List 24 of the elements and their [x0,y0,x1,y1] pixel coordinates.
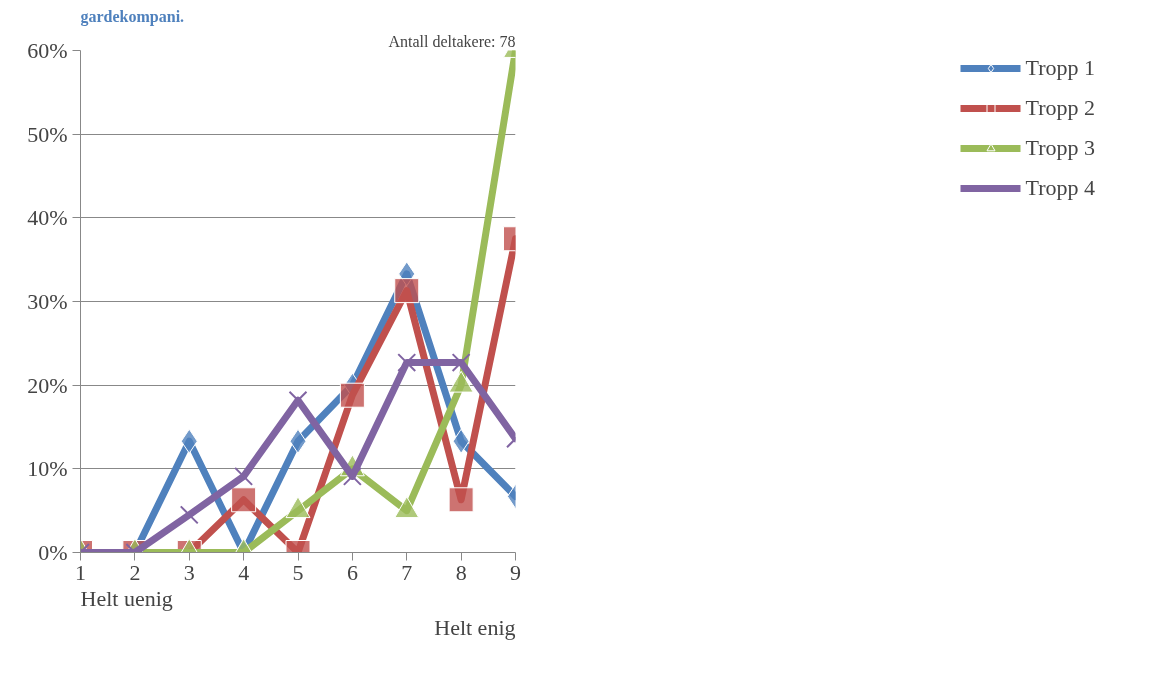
x-tick-label: 5 [292,559,304,585]
y-tick-label: 60% [27,38,68,63]
x-tick-label: 8 [455,559,467,585]
y-tick-label: 40% [27,205,68,231]
y-tick-label: 10% [27,456,68,482]
legend-label: Tropp 4 [1025,175,1095,201]
legend-label: Tropp 2 [1025,95,1095,121]
x-tick-label: 1 [75,559,86,585]
x-tick-label: 6 [346,559,358,585]
legend-label: Tropp 1 [1025,55,1095,81]
y-tick-label: 50% [27,121,68,147]
y-tick-label: 0% [38,540,68,565]
chart-title: gardekompani. [80,7,185,26]
x-tick-label: 7 [401,559,413,585]
y-tick-label: 20% [27,372,68,398]
text: Helt enig [434,614,516,640]
x-tick-label: 2 [129,559,141,585]
legend-label: Tropp 3 [1025,135,1095,161]
y-tick-label: 30% [27,289,68,314]
x-tick-label: 9 [510,559,521,585]
x-tick-label: 3 [183,559,195,585]
text: Antall deltakere: 78 [388,32,516,50]
x-tick-label: 4 [238,559,250,585]
text: Helt uenig [80,585,173,611]
